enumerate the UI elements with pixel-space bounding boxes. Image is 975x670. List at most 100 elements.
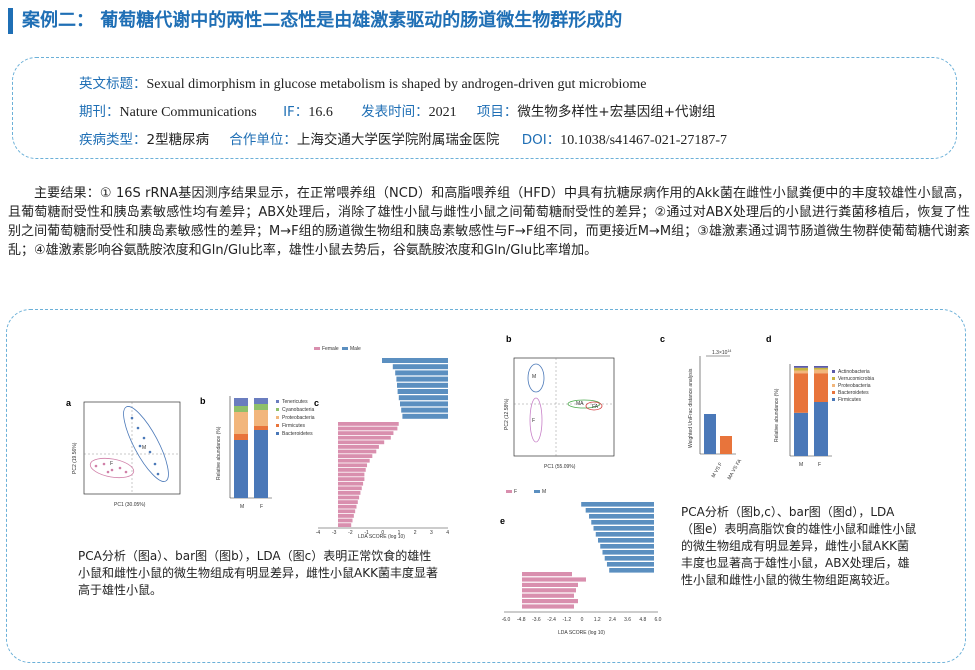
right-lda-m-bar xyxy=(598,538,654,543)
english-title-line: 英文标题：Sexual dimorphism in glucose metabo… xyxy=(79,72,647,93)
lda-female-bar xyxy=(338,481,364,486)
right-pca-label-fa: FA xyxy=(592,404,599,410)
right-pca-label-m: M xyxy=(532,374,536,380)
right-lda-m-bar xyxy=(595,532,654,537)
main-results-paragraph: 主要结果：① 16S rRNA基因测序结果显示，在正常喂养组（NCD）和高脂喂养… xyxy=(8,186,970,258)
right-bar-x-m: M xyxy=(799,462,803,468)
right-lda-tick: -1.2 xyxy=(562,617,571,623)
right-unifrac-plot: c 1.3×1014 Weighted UniFrac distance ana… xyxy=(660,334,743,480)
lda-female-bar xyxy=(338,431,394,435)
right-lda-f-bar xyxy=(522,599,578,604)
pval-text: 1.3×1014 xyxy=(712,349,731,356)
right-bar-x-f: F xyxy=(818,462,821,468)
disease-line: 疾病类型：2型糖尿病 合作单位：上海交通大学医学院附属瑞金医院 DOI：10.1… xyxy=(79,128,727,149)
right-lda-f-bar xyxy=(522,604,574,609)
right-panel-b-label: b xyxy=(506,334,512,344)
legend-firmicutes-r: Firmicutes xyxy=(838,397,862,403)
lda-female-bar xyxy=(338,504,357,509)
right-lda-plot: e F M -6.0 -4.8 -3.6 -2.4 -1.2 0 1.2 2.4 3.6 4.8 6… xyxy=(500,489,662,636)
right-lda-tick: -3.6 xyxy=(532,617,541,623)
legend-actinobacteria: Actinobacteria xyxy=(838,369,870,375)
lda-female-bar xyxy=(338,491,361,495)
right-stacked-bar-seg xyxy=(794,373,808,413)
stacked-bar-seg xyxy=(254,398,268,404)
journal-label: 期刊： xyxy=(79,104,120,120)
unifrac-ylabel: Weighted UniFrac distance analysis xyxy=(688,368,694,448)
partner-label: 合作单位： xyxy=(229,132,297,148)
lda-male-bar xyxy=(401,407,448,413)
doi-value: 10.1038/s41467-021-27187-7 xyxy=(560,133,728,148)
lda-tick: -1 xyxy=(364,530,369,536)
lda-male-bar xyxy=(392,364,448,370)
lda-tick: -2 xyxy=(348,530,353,536)
disease-value: 2型糖尿病 xyxy=(146,132,210,148)
right-panel-c-label: c xyxy=(660,334,665,344)
project-value: 微生物多样性+宏基因组+代谢组 xyxy=(517,104,716,120)
lda-tick: -4 xyxy=(316,530,321,536)
right-lda-tick: -2.4 xyxy=(547,617,556,623)
right-lda-tick: 0 xyxy=(581,617,584,623)
unifrac-x-m-vs-f: M VS F xyxy=(711,462,725,479)
lda-legend-female: Female xyxy=(322,346,339,352)
right-bar-plot: d M F Relative abundance (%) Actinobacte… xyxy=(766,334,874,468)
stacked-bar-seg xyxy=(254,430,268,498)
right-group-fa-ellipse xyxy=(585,401,603,411)
lda-legend-male: Male xyxy=(350,346,361,352)
lda-female-bar xyxy=(338,477,365,481)
unifrac-bar-ma-vs-fa xyxy=(720,436,732,454)
right-group-f-ellipse xyxy=(529,397,543,443)
lda-female-bar xyxy=(338,458,370,463)
disease-label: 疾病类型： xyxy=(79,132,147,148)
right-lda-m-bar xyxy=(609,568,654,573)
left-lda-plot: c Female Male -4 -3 -2 -1 0 1 2 3 4 LDA SCORE (l… xyxy=(314,346,449,540)
group-f-ellipse xyxy=(89,457,135,479)
stacked-bar-seg xyxy=(234,440,248,498)
doi-label: DOI： xyxy=(521,132,561,148)
lda-male-bar xyxy=(398,395,448,401)
right-stacked-bar-seg xyxy=(794,370,808,374)
lda-male-bar xyxy=(397,382,448,388)
left-panel-b-label: b xyxy=(200,396,206,406)
bar-ylabel: Relative abundance (%) xyxy=(216,426,222,480)
right-lda-legend-f: F xyxy=(514,489,517,495)
pub-date-label: 发表时间： xyxy=(361,104,429,120)
if-label: IF： xyxy=(283,104,309,120)
right-stacked-bar-seg xyxy=(814,367,828,370)
legend-proteobacteria-r: Proteobacteria xyxy=(838,383,871,389)
right-lda-tick: 6.0 xyxy=(655,617,662,623)
lda-female-bar xyxy=(338,445,379,449)
lda-tick: 4 xyxy=(446,530,449,536)
left-bar-plot: b M F Relative abundance (%) Tenericutes… xyxy=(200,396,315,510)
lda-tick: -3 xyxy=(332,530,337,536)
legend-tenericutes: Tenericutes xyxy=(282,399,308,405)
lda-tick: 2 xyxy=(414,530,417,536)
stacked-bar-seg xyxy=(254,404,268,410)
right-lda-tick: 2.4 xyxy=(609,617,616,623)
right-stacked-bar-seg xyxy=(814,373,828,402)
right-pca-ylabel: PC2 (12.58%) xyxy=(504,398,510,430)
lda-female-bar xyxy=(338,518,353,523)
lda-female-bar xyxy=(338,435,391,440)
figure-box xyxy=(6,309,966,663)
right-stacked-bar-seg xyxy=(794,412,808,456)
stacked-bar-seg xyxy=(234,406,248,412)
lda-female-bar xyxy=(338,486,362,491)
lda-female-bar xyxy=(338,463,368,468)
project-label: 项目： xyxy=(476,104,518,120)
right-pca-label-ma: MA xyxy=(576,401,584,407)
right-panel-e-label: e xyxy=(500,516,505,526)
lda-female-bar xyxy=(338,472,365,477)
bar-x-m: M xyxy=(240,504,244,510)
right-figure-caption: PCA分析（图b,c）、bar图（图d），LDA（图e）表明高脂饮食的雄性小鼠和… xyxy=(681,505,917,587)
lda-male-bar xyxy=(395,370,448,376)
pca-label-f: F xyxy=(110,461,113,467)
lda-female-bar xyxy=(338,523,352,527)
right-pca-plot: b M F MA FA PC1 (55.09%) PC2 (12.58%) xyxy=(504,334,615,470)
left-figure-caption: PCA分析（图a）、bar图（图b），LDA（图c）表明正常饮食的雄性小鼠和雌性… xyxy=(78,549,438,597)
unifrac-bar-m-vs-f xyxy=(704,414,716,454)
lda-tick: 1 xyxy=(398,530,401,536)
lda-male-bar xyxy=(402,413,448,419)
lda-female-bar xyxy=(338,449,377,454)
right-lda-m-bar xyxy=(581,502,654,507)
right-stacked-bar-seg xyxy=(814,402,828,456)
